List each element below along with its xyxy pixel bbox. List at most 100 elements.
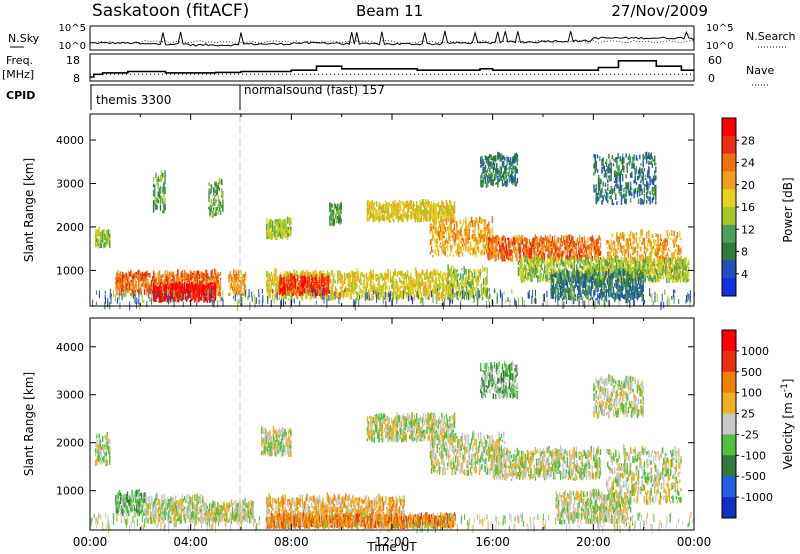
velocity-colorbar-label-exponent: -1 [780,383,790,392]
freq-panel-frame [89,53,695,82]
power-colorbar-swatch [722,118,736,137]
velocity-ytick-label: 4000 [56,341,84,354]
nsky-line [89,30,695,47]
power-colorbar-swatch [722,278,736,297]
velocity-axes: 1000 2000 3000 4000 00:00 04:00 08:00 12:00 16:0… [56,318,711,549]
power-colorbar-label: Power [dB] [781,177,795,242]
power-ytick-label: 2000 [56,221,84,234]
power-region [487,234,602,262]
velocity-colorbar-tick-label: -100 [741,449,766,462]
power-axes: 1000 2000 3000 4000 [56,114,695,306]
velocity-region [203,498,254,524]
velocity-colorbar-swatch [722,392,736,415]
power-region [266,216,292,240]
power-region [480,151,519,188]
velocity-xtick-label: 00:00 [677,535,712,549]
nave-ytick-bottom: 0 [708,72,715,85]
power-colorbar-tick-label: 16 [741,201,755,214]
power-region [593,151,657,206]
velocity-colorbar-tick-label: 25 [741,408,755,421]
freq-ytick-bottom: 8 [73,72,80,85]
velocity-region [261,425,292,457]
velocity-region [480,360,519,400]
power-region [366,199,456,223]
power-region [228,269,247,297]
velocity-ylabel: Slant Range [km] [22,372,36,476]
velocity-colorbar-tick-label: -1000 [741,491,773,504]
power-colorbar-swatch [722,135,736,155]
power-colorbar-swatch [722,153,736,172]
velocity-heatmap [90,318,695,535]
velocity-region [555,488,632,525]
velocity-colorbar-frame [721,329,737,519]
nsearch-line [89,40,694,44]
noise-ytick-top: 10^5 [59,23,86,34]
nave-label: Nave [746,64,774,77]
noise-ytick-bottom: 10^0 [59,41,86,52]
velocity-colorbar-label: Velocity [m s-1] [780,379,795,470]
power-colorbar-swatch [722,207,736,226]
power-region [517,254,690,284]
velocity-colorbar-swatch [722,476,736,498]
power-ylabel: Slant Range [km] [22,158,36,262]
cpid-label: CPID [6,89,35,102]
freq-unit-label: [MHz] [2,68,34,81]
power-colorbar-tick-label: 24 [741,157,755,170]
velocity-region [492,444,602,481]
velocity-colorbar-tick-label: -500 [741,470,766,483]
velocity-colorbar-swatch [722,434,736,456]
velocity-colorbar-tick-label: 1000 [741,345,769,358]
power-colorbar-swatch [722,171,736,190]
velocity-colorbar-tick-label: 100 [741,387,762,400]
power-colorbar: 28 24 20 16 12 8 4 [721,117,755,297]
beam-title: Beam 11 [356,2,423,20]
power-ytick-label: 1000 [56,264,84,277]
freq-ytick-top: 18 [66,54,80,67]
freq-lines [89,60,694,78]
power-ytick-label: 3000 [56,178,84,191]
power-colorbar-tick-label: 28 [741,134,755,147]
power-colorbar-swatch [722,224,736,244]
noise-ytick-right-top: 10^5 [706,23,733,34]
xaxis-label: Time UT [366,540,417,554]
power-region [208,177,224,219]
velocity-region [95,432,111,467]
velocity-xtick-label: 00:00 [73,535,108,549]
velocity-xtick-label: 12:00 [375,535,410,549]
freq-line [89,60,694,78]
cpid-program-normalsound: normalsound (fast) 157 [244,83,385,97]
station-title: Saskatoon (fitACF) [92,1,249,21]
velocity-colorbar-swatch [722,413,736,435]
velocity-colorbar-swatch [722,350,736,373]
power-colorbar-swatch [722,242,736,261]
power-colorbar-tick-label: 8 [741,246,748,259]
velocity-region [593,374,644,419]
cpid-program-themis: themis 3300 [96,93,171,107]
velocity-xtick-label: 04:00 [173,535,208,549]
power-colorbar-tick-label: 12 [741,223,755,236]
velocity-xtick-label: 20:00 [576,535,611,549]
noise-panel-frame [89,25,695,51]
noise-lines [89,30,695,47]
power-region [152,170,166,214]
power-region [95,226,111,249]
velocity-colorbar-tick-label: -25 [741,428,759,441]
velocity-region [145,492,204,525]
power-colorbar-tick-label: 20 [741,179,755,192]
velocity-ytick-label: 3000 [56,389,84,402]
velocity-ground-scatter [90,512,695,535]
noise-ytick-right-bottom: 10^0 [706,41,733,52]
velocity-ytick-label: 1000 [56,485,84,498]
velocity-ytick-label: 2000 [56,437,84,450]
freq-label: Freq. [6,54,33,67]
power-region [329,201,342,227]
velocity-region [115,489,146,517]
velocity-colorbar-swatch [722,371,736,394]
nsearch-label: N.Search [746,30,796,43]
nsky-label: N.Sky [8,32,40,45]
velocity-colorbar-swatch [722,497,736,519]
velocity-colorbar: 1000 500 100 25 -25 -100 -500 -1000 [721,329,773,519]
nave-ytick-top: 60 [708,54,722,67]
power-ytick-label: 4000 [56,134,84,147]
